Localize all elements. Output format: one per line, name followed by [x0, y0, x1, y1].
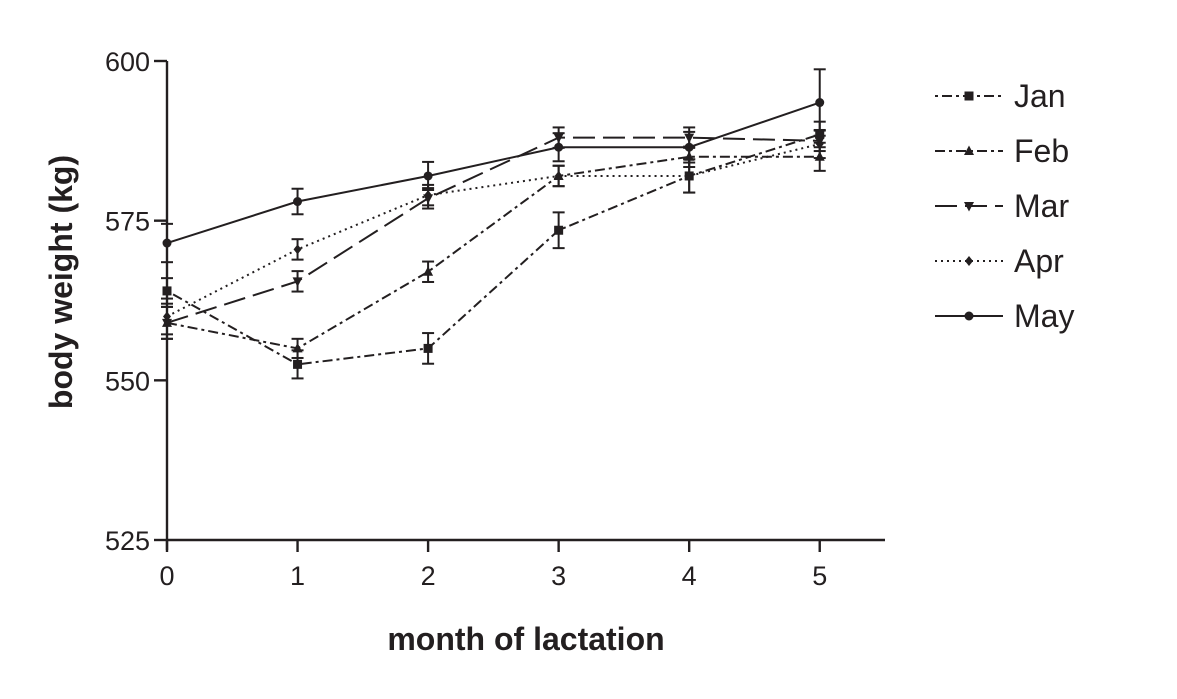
series-lines	[161, 68, 826, 380]
series-jan	[161, 120, 826, 380]
data-point-apr	[685, 170, 694, 181]
legend-marker-apr	[965, 256, 973, 266]
legend-marker-may	[964, 311, 974, 321]
legend-label-mar: Mar	[1014, 188, 1069, 224]
data-point-apr	[163, 311, 171, 322]
legend-label-jan: Jan	[1014, 78, 1066, 114]
series-line-may	[166, 101, 821, 244]
series-may	[161, 68, 826, 264]
legend-item-jan: Jan	[935, 78, 1066, 114]
y-tick-label: 525	[105, 526, 150, 556]
legend-item-mar: Mar	[935, 188, 1069, 224]
data-point-may	[423, 171, 433, 181]
x-tick-label: 1	[290, 561, 305, 591]
data-point-apr	[424, 190, 433, 201]
data-point-jan	[554, 225, 564, 235]
y-tick-label: 600	[105, 47, 150, 77]
series-line-jan	[166, 133, 821, 366]
legend-label-apr: Apr	[1014, 243, 1064, 279]
x-tick-label: 5	[812, 561, 827, 591]
data-point-jan	[293, 359, 303, 369]
data-point-feb	[292, 342, 303, 353]
x-tick-label: 3	[551, 561, 566, 591]
data-point-apr	[815, 139, 824, 150]
x-axis-title: month of lactation	[387, 621, 664, 657]
data-point-feb	[423, 266, 434, 276]
legend-item-may: May	[935, 298, 1074, 334]
data-point-apr	[554, 170, 563, 181]
data-point-may	[554, 142, 564, 152]
data-point-jan	[162, 286, 172, 296]
legend-marker-jan	[964, 91, 974, 101]
data-point-may	[293, 197, 303, 207]
legend-label-feb: Feb	[1014, 133, 1069, 169]
series-feb	[161, 141, 826, 359]
legend-marker-feb	[964, 145, 974, 155]
y-axis-title: body weight (kg)	[43, 155, 79, 409]
data-point-mar	[292, 277, 303, 287]
series-line-mar	[166, 136, 820, 324]
legend-label-may: May	[1014, 298, 1074, 334]
series-line-feb	[166, 155, 820, 350]
legend-item-apr: Apr	[935, 243, 1064, 279]
x-tick-label: 0	[159, 561, 174, 591]
series-line-apr	[166, 143, 820, 318]
data-point-may	[162, 238, 172, 248]
x-tick-label: 2	[421, 561, 436, 591]
data-point-may	[815, 98, 825, 108]
series-apr	[161, 128, 826, 336]
legend: Jan Feb Mar Apr May	[935, 78, 1074, 334]
data-point-apr	[293, 244, 302, 255]
series-mar	[161, 126, 826, 340]
data-point-jan	[423, 343, 433, 353]
legend-item-feb: Feb	[935, 133, 1069, 169]
data-point-may	[684, 142, 694, 152]
y-tick-label: 550	[105, 366, 150, 396]
y-tick-label: 575	[105, 207, 150, 237]
x-tick-label: 4	[682, 561, 697, 591]
axes: 525 550 575 600 0 1 2 3 4 5	[105, 47, 885, 591]
legend-marker-mar	[964, 202, 974, 212]
